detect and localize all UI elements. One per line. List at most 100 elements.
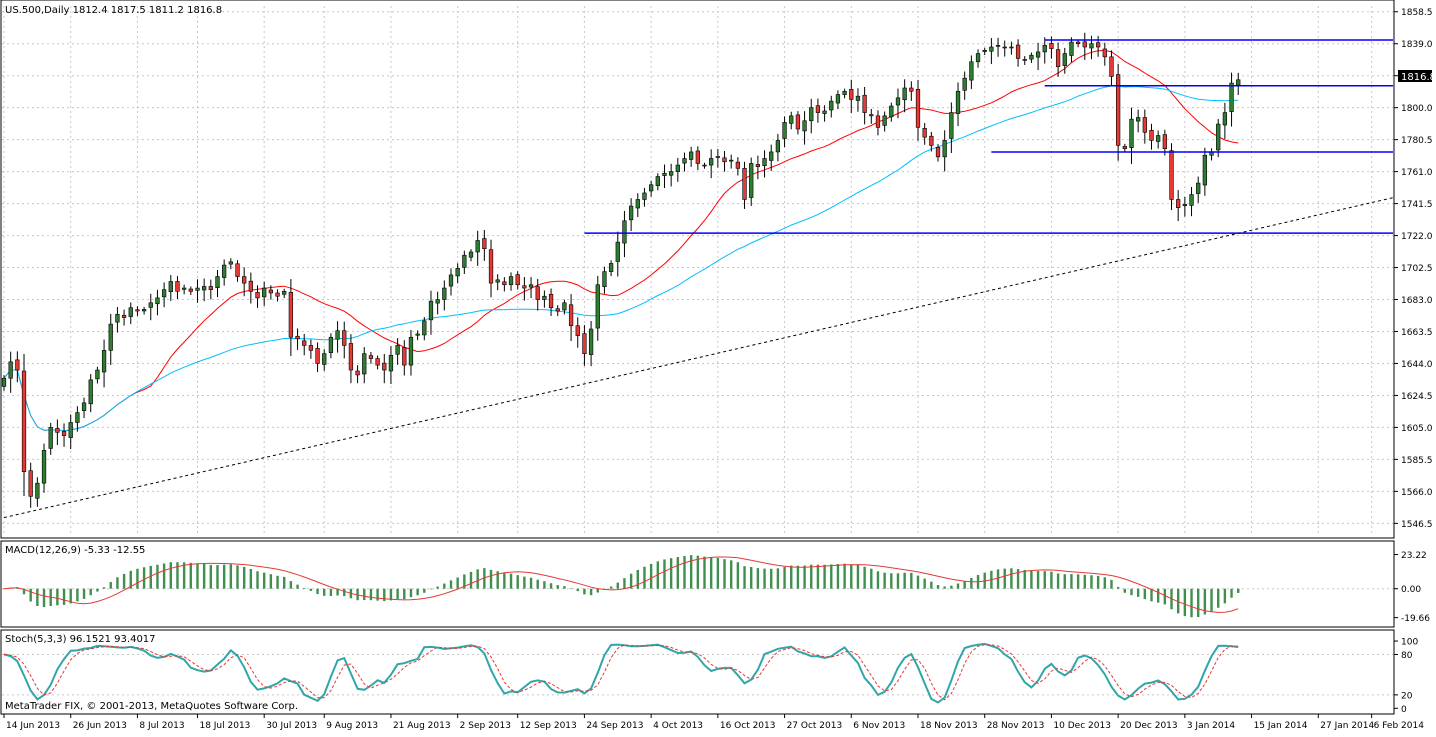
candle-body — [188, 288, 193, 292]
candle-body — [335, 330, 340, 340]
macd-bar — [409, 588, 413, 598]
candle-body — [1182, 204, 1187, 207]
macd-tick-label: -19.66 — [1401, 614, 1430, 624]
macd-bar — [716, 557, 720, 589]
candle-body — [368, 355, 374, 359]
macd-bar — [389, 588, 393, 601]
macd-bar — [149, 565, 152, 589]
macd-bar — [476, 569, 479, 589]
candle-body — [302, 340, 307, 346]
candle-body — [268, 289, 273, 294]
candle-body — [1, 377, 7, 387]
macd-bar — [876, 571, 880, 589]
candle-body — [942, 140, 947, 158]
macd-bar — [102, 587, 106, 589]
macd-bar — [649, 563, 653, 589]
candle-body — [15, 359, 20, 371]
macd-bar — [950, 585, 953, 589]
candle-body — [822, 110, 827, 114]
macd-bar — [890, 573, 893, 589]
macd-bar — [403, 588, 406, 600]
candle-body — [502, 281, 507, 286]
candle-body — [809, 107, 814, 122]
stoch-tick-label: 0 — [1401, 705, 1407, 715]
date-label: 4 Oct 2013 — [653, 721, 703, 731]
macd-bar — [903, 572, 906, 589]
macd-bar — [783, 566, 786, 589]
macd-bar — [283, 576, 286, 589]
candle-body — [55, 428, 60, 433]
candle-body — [989, 46, 994, 52]
candle-body — [915, 88, 921, 128]
macd-bar — [516, 575, 519, 589]
stoch-tick-label: 100 — [1401, 638, 1418, 648]
candle-body — [1049, 43, 1054, 49]
macd-bar — [683, 556, 686, 589]
macd-bar — [1083, 574, 1086, 589]
candle-body — [1022, 59, 1027, 61]
macd-bar — [1110, 579, 1113, 589]
macd-bar — [743, 566, 746, 589]
macd-bar — [1056, 573, 1060, 589]
price-tick-label: 1683.0 — [1401, 296, 1433, 306]
candle-body — [495, 279, 500, 283]
candle-body — [902, 87, 907, 101]
candle-body — [355, 370, 360, 376]
macd-tick-label: 0.00 — [1401, 585, 1421, 595]
macd-bar — [249, 568, 253, 589]
candle-body — [1042, 45, 1047, 53]
candle-body — [475, 240, 480, 253]
macd-bar — [1150, 588, 1153, 602]
macd-bar — [423, 588, 426, 593]
price-tick-label: 1605.0 — [1401, 424, 1433, 434]
candle-body — [422, 320, 427, 336]
macd-bar — [529, 577, 533, 589]
macd-bar — [222, 564, 226, 589]
candle-body — [362, 353, 367, 375]
candle-body — [729, 159, 734, 162]
macd-bar — [576, 588, 579, 592]
macd-bar — [363, 588, 366, 601]
date-label: 20 Dec 2013 — [1120, 721, 1178, 731]
macd-bar — [256, 571, 259, 589]
candle-body — [295, 335, 300, 340]
price-tick-label: 1546.5 — [1401, 520, 1433, 530]
candle-body — [161, 289, 167, 298]
macd-bar — [1210, 588, 1213, 612]
candle-body — [48, 427, 53, 449]
candle-body — [181, 287, 187, 290]
candle-body — [749, 163, 754, 198]
sma-slow-line — [3, 85, 1239, 432]
candle-body — [1229, 82, 1234, 112]
price-tick-label: 1780.5 — [1401, 136, 1433, 146]
macd-bar — [843, 563, 846, 589]
macd-bar — [269, 574, 273, 589]
macd-bar — [62, 588, 66, 605]
macd-bar — [443, 583, 446, 589]
macd-bar — [963, 580, 966, 589]
macd-bar — [636, 569, 639, 589]
candle-body — [382, 362, 387, 371]
candle-body — [929, 135, 934, 146]
candle-body — [1129, 118, 1134, 148]
macd-bar — [883, 572, 886, 589]
macd-bar — [209, 564, 213, 589]
candle-body — [462, 254, 467, 268]
candle-body — [595, 284, 600, 329]
macd-bar — [669, 558, 673, 589]
candle-body — [41, 450, 47, 484]
candle-body — [562, 302, 567, 311]
date-label: 2 Sep 2013 — [460, 721, 511, 731]
candle-body — [862, 94, 867, 113]
macd-bar — [1030, 570, 1033, 589]
candle-body — [1075, 41, 1081, 45]
candle-body — [655, 176, 660, 187]
macd-bar — [596, 588, 599, 593]
macd-bar — [376, 588, 379, 601]
macd-bar — [383, 588, 386, 602]
main-panel-frame — [0, 0, 1395, 539]
macd-bar — [336, 588, 339, 596]
candle-body — [742, 168, 747, 200]
price-tick-label: 1839.0 — [1401, 40, 1433, 50]
candle-body — [515, 274, 520, 286]
